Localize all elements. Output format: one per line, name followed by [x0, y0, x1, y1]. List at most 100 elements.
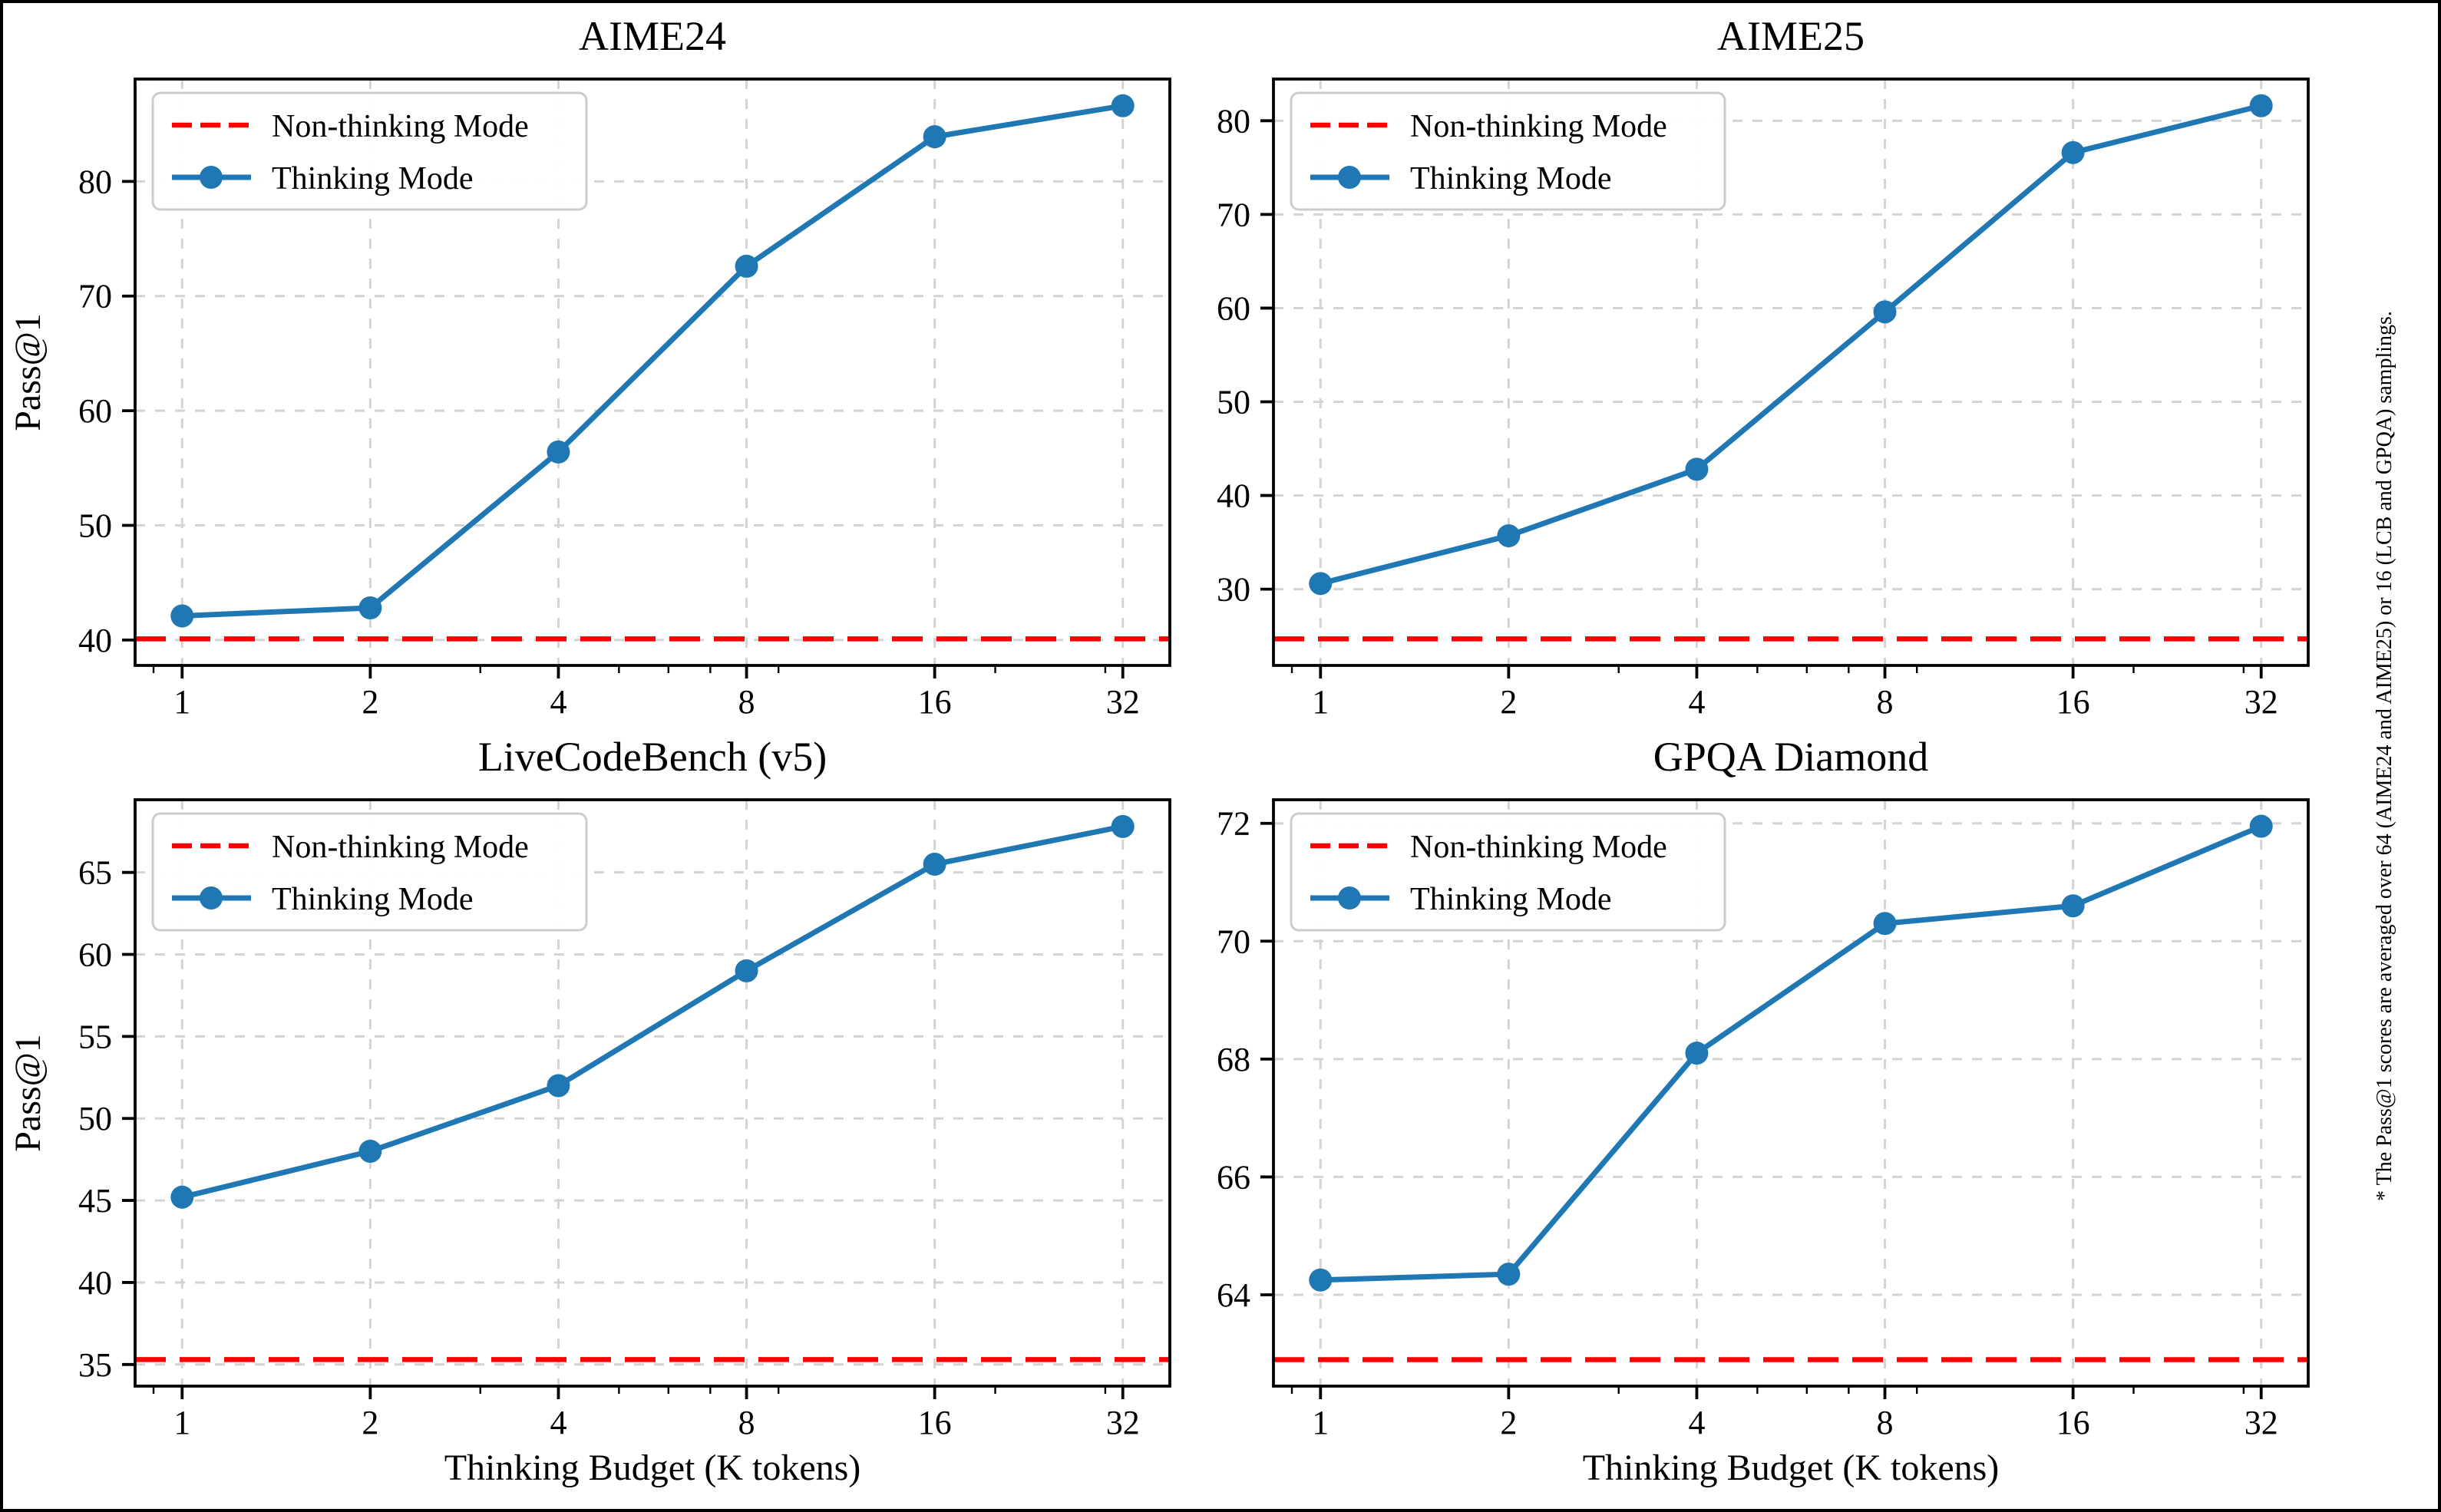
legend: Non-thinking Mode Thinking Mode	[151, 91, 588, 211]
data-point-marker	[1111, 814, 1135, 838]
y-tick-label: 72	[1217, 805, 1250, 843]
axes-spine	[134, 78, 1171, 667]
y-tick-label: 50	[78, 1100, 112, 1137]
x-tick-label: 2	[1500, 1404, 1517, 1441]
axes-spine	[1272, 798, 2310, 1388]
legend-thinking-marker-icon	[1338, 166, 1361, 189]
x-tick-label: 4	[550, 683, 566, 721]
y-axis-label: Pass@1	[8, 313, 48, 431]
data-point-marker	[547, 1074, 570, 1098]
data-point-marker	[2061, 140, 2085, 164]
x-tick-label: 16	[918, 683, 952, 721]
y-tick-label: 45	[78, 1182, 112, 1220]
data-point-marker	[735, 254, 758, 278]
x-tick-label: 4	[1688, 1404, 1705, 1441]
x-tick-label: 4	[1688, 683, 1705, 721]
legend-thinking-marker-icon	[1338, 886, 1361, 910]
y-tick-label: 80	[1217, 102, 1250, 140]
y-tick-label: 40	[78, 622, 112, 659]
data-point-marker	[1497, 524, 1521, 548]
data-point-marker	[1873, 912, 1897, 936]
y-tick-label: 50	[78, 507, 112, 544]
y-tick-label: 70	[78, 278, 112, 315]
data-point-marker	[923, 125, 946, 149]
data-point-marker	[2249, 94, 2273, 117]
y-tick-label: 70	[1217, 923, 1250, 960]
data-point-marker	[923, 852, 946, 876]
chart-title: LiveCodeBench (v5)	[478, 734, 827, 780]
axes-spine	[134, 798, 1171, 1388]
x-tick-label: 1	[1312, 683, 1329, 721]
axes-spine	[1272, 78, 2310, 667]
data-point-marker	[1873, 300, 1897, 324]
legend-label-non-thinking: Non-thinking Mode	[272, 830, 529, 865]
data-point-marker	[1685, 457, 1709, 481]
data-point-marker	[358, 1139, 382, 1163]
legend-thinking-marker-icon	[200, 166, 223, 189]
chart-aime24: 1 2 4 8 16 32 40 50 60 70 80 AIME24 Pass@1 Non-thinki…	[8, 13, 1171, 721]
y-tick-label: 65	[78, 854, 112, 892]
data-point-marker	[170, 1185, 194, 1209]
chart-title: AIME25	[1717, 13, 1865, 59]
chart-title: GPQA Diamond	[1653, 734, 1929, 780]
y-tick-label: 50	[1217, 384, 1250, 421]
data-point-marker	[735, 959, 758, 982]
y-tick-label: 70	[1217, 196, 1250, 233]
data-point-marker	[1309, 1268, 1333, 1292]
data-point-marker	[547, 440, 570, 464]
chart-livecodebench-v5: 1 2 4 8 16 32 35 40 45 50 55 60 65 LiveCodeBench (v5)…	[8, 734, 1171, 1488]
chart-aime25: 1 2 4 8 16 32 30 40 50 60 70 80 AIME25 Non-thinking M…	[1217, 13, 2310, 721]
thinking-line	[1317, 824, 2264, 1283]
y-tick-label: 60	[78, 936, 112, 974]
x-tick-label: 8	[738, 1404, 755, 1441]
x-tick-label: 4	[550, 1404, 566, 1441]
legend-label-non-thinking: Non-thinking Mode	[1410, 109, 1667, 144]
x-tick-label: 16	[2056, 683, 2090, 721]
thinking-line	[1317, 103, 2264, 586]
y-tick-label: 55	[78, 1018, 112, 1055]
data-point-marker	[170, 604, 194, 628]
x-tick-label: 32	[1106, 1404, 1140, 1441]
x-axis-label: Thinking Budget (K tokens)	[444, 1448, 861, 1488]
legend: Non-thinking Mode Thinking Mode	[1290, 812, 1726, 932]
legend-thinking-marker-icon	[200, 886, 223, 910]
y-tick-label: 40	[78, 1264, 112, 1302]
x-tick-label: 16	[918, 1404, 952, 1441]
legend: Non-thinking Mode Thinking Mode	[151, 812, 588, 932]
x-tick-label: 8	[1877, 683, 1894, 721]
data-point-marker	[358, 596, 382, 620]
x-tick-label: 16	[2056, 1404, 2090, 1441]
x-tick-label: 32	[2244, 683, 2278, 721]
x-tick-label: 2	[362, 1404, 378, 1441]
figure-note: * The Pass@1 scores are averaged over 64…	[2373, 311, 2396, 1201]
legend-box	[151, 91, 588, 211]
x-tick-label: 8	[1877, 1404, 1894, 1441]
thinking-line	[179, 824, 1126, 1200]
data-point-marker	[2061, 894, 2085, 918]
data-point-marker	[1309, 572, 1333, 596]
legend-box	[1290, 812, 1726, 932]
legend-label-thinking: Thinking Mode	[272, 161, 473, 196]
data-point-marker	[2249, 814, 2273, 838]
y-tick-label: 66	[1217, 1158, 1250, 1196]
legend-label-non-thinking: Non-thinking Mode	[272, 109, 529, 144]
y-tick-label: 60	[78, 392, 112, 430]
y-tick-label: 40	[1217, 477, 1250, 515]
x-tick-label: 1	[173, 683, 190, 721]
legend-box	[151, 812, 588, 932]
data-point-marker	[1685, 1042, 1709, 1065]
legend-label-non-thinking: Non-thinking Mode	[1410, 830, 1667, 865]
y-tick-label: 60	[1217, 289, 1250, 327]
x-tick-label: 1	[173, 1404, 190, 1441]
x-tick-label: 1	[1312, 1404, 1329, 1441]
thinking-line	[179, 103, 1126, 619]
x-tick-label: 2	[1500, 683, 1517, 721]
y-tick-label: 35	[78, 1346, 112, 1384]
x-tick-label: 32	[2244, 1404, 2278, 1441]
y-axis-label: Pass@1	[8, 1034, 48, 1152]
x-tick-label: 32	[1106, 683, 1140, 721]
y-tick-label: 64	[1217, 1276, 1250, 1314]
data-point-marker	[1111, 94, 1135, 117]
